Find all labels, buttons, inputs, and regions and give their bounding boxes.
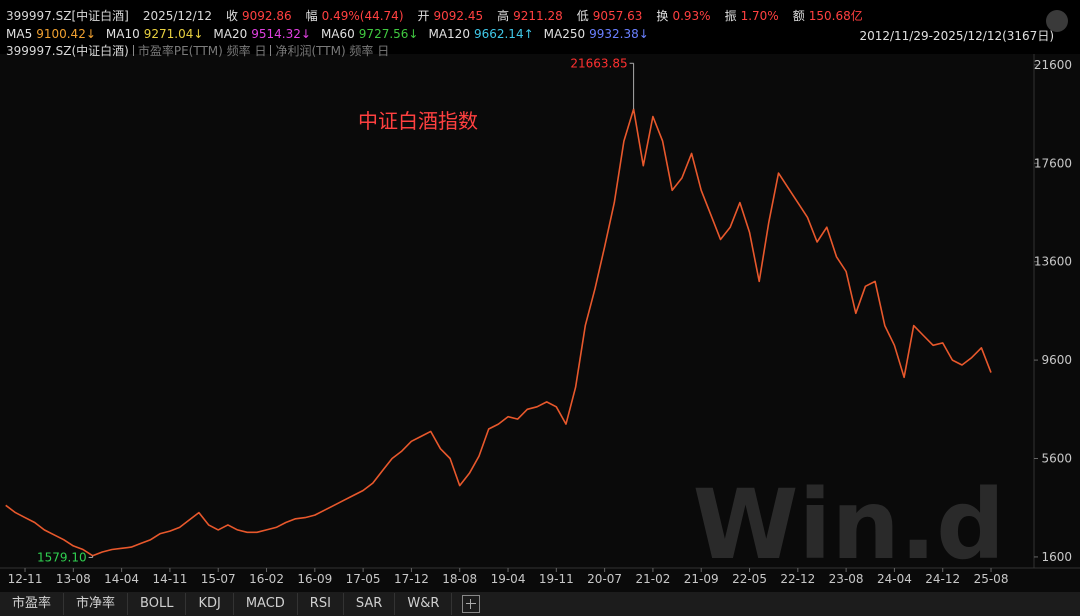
separator bbox=[270, 45, 272, 56]
legend-indicator: 市盈率PE(TTM) 频率 日 bbox=[137, 44, 267, 58]
x-tick-label: 24-04 bbox=[877, 572, 912, 586]
y-tick-label: 21600 bbox=[1034, 58, 1072, 72]
ma-value: 9662.14↑ bbox=[473, 27, 534, 41]
y-tick-label: 1600 bbox=[1041, 550, 1072, 564]
tab[interactable]: KDJ bbox=[186, 593, 234, 615]
date: 2025/12/12 bbox=[142, 8, 212, 23]
ma-label: MA250 bbox=[543, 27, 586, 41]
tab[interactable]: MACD bbox=[234, 593, 298, 615]
quote-item: 额 150.68亿 bbox=[793, 7, 863, 24]
quote-label: 额 bbox=[792, 9, 805, 23]
x-tick-label: 21-02 bbox=[635, 572, 670, 586]
quote-label: 收 bbox=[226, 9, 239, 23]
quote-label: 高 bbox=[497, 9, 510, 23]
ma-value: 9932.38↓ bbox=[589, 27, 649, 41]
y-tick-label: 9600 bbox=[1041, 353, 1072, 367]
quote-item: 换 0.93% bbox=[656, 7, 710, 24]
tab[interactable]: RSI bbox=[298, 593, 344, 615]
quote-item: 高 9211.28 bbox=[497, 7, 563, 24]
annotation-label: 21663.85 bbox=[570, 56, 627, 70]
x-tick-label: 21-09 bbox=[684, 572, 719, 586]
code: 399997.SZ[中证白酒] bbox=[6, 9, 129, 23]
x-tick-label: 23-08 bbox=[829, 572, 864, 586]
watermark: Win.d bbox=[693, 469, 1005, 581]
quote-value: 9057.63 bbox=[592, 9, 643, 23]
indicator-tabs: 市盈率 市净率 BOLL KDJ MACD RSI SAR W&R bbox=[0, 592, 1080, 616]
tab[interactable]: 市盈率 bbox=[0, 593, 65, 615]
ma-item: MA60 9727.56↓ bbox=[321, 27, 419, 41]
ma-label: MA60 bbox=[320, 27, 355, 41]
tab[interactable]: W&R bbox=[395, 593, 453, 615]
quote-value: 9092.45 bbox=[433, 9, 484, 23]
x-tick-label: 25-08 bbox=[974, 572, 1009, 586]
ma-item: MA120 9662.14↑ bbox=[428, 27, 533, 41]
x-tick-label: 13-08 bbox=[56, 572, 91, 586]
x-tick-label: 24-12 bbox=[925, 572, 960, 586]
y-tick-label: 13600 bbox=[1034, 255, 1072, 269]
x-tick-label: 19-04 bbox=[491, 572, 526, 586]
quote-value: 1.70% bbox=[740, 9, 779, 23]
x-tick-label: 19-11 bbox=[539, 572, 574, 586]
ma-label: MA20 bbox=[213, 27, 248, 41]
ma-label: MA10 bbox=[105, 27, 140, 41]
quote-label: 振 bbox=[724, 9, 737, 23]
quote-value: 9211.28 bbox=[513, 9, 563, 23]
quote-item: 幅 0.49%(44.74) bbox=[306, 7, 404, 24]
legend-indicator: 净利润(TTM) 频率 日 bbox=[275, 44, 390, 58]
x-tick-label: 17-12 bbox=[394, 572, 429, 586]
x-tick-label: 16-09 bbox=[297, 572, 332, 586]
quote-value: 150.68亿 bbox=[808, 9, 863, 23]
quote-item: 收 9092.86 bbox=[226, 7, 292, 24]
x-tick-label: 14-04 bbox=[104, 572, 139, 586]
x-tick-label: 17-05 bbox=[346, 572, 381, 586]
legend-series: 399997.SZ(中证白酒) bbox=[6, 44, 129, 58]
price-line bbox=[5, 108, 992, 557]
add-tab[interactable] bbox=[462, 595, 481, 613]
ma-item: MA5 9100.42↓ bbox=[6, 27, 96, 41]
tab[interactable]: SAR bbox=[344, 593, 396, 615]
quote-label: 开 bbox=[417, 9, 430, 23]
quote-item: 开 9092.45 bbox=[418, 7, 484, 24]
ma-item: MA10 9271.04↓ bbox=[106, 27, 204, 41]
x-tick-label: 15-07 bbox=[201, 572, 236, 586]
x-tick-label: 12-11 bbox=[8, 572, 43, 586]
quote-value: 0.49%(44.74) bbox=[321, 9, 404, 23]
ma-label: MA120 bbox=[428, 27, 470, 41]
plot-background bbox=[0, 54, 1080, 592]
close-button[interactable] bbox=[1046, 10, 1068, 32]
y-tick-label: 5600 bbox=[1041, 452, 1072, 466]
quote-header: 399997.SZ[中证白酒] 2025/12/12 收 9092.86 幅 0.49%(… bbox=[6, 7, 877, 24]
series-legend: 399997.SZ(中证白酒) 市盈率PE(TTM) 频率 日净利润(TTM) 频… bbox=[6, 42, 389, 59]
x-tick-label: 22-05 bbox=[732, 572, 767, 586]
quote-label: 幅 bbox=[305, 9, 318, 23]
x-tick-label: 22-12 bbox=[780, 572, 815, 586]
ma-item: MA20 9514.32↓ bbox=[213, 27, 311, 41]
date-range: 2012/11/29-2025/12/12(3167日) bbox=[859, 29, 1054, 43]
ma-value: 9271.04↓ bbox=[143, 27, 204, 41]
ma-legend: MA5 9100.42↓ MA10 9271.04↓ MA20 9514.32↓ MA60 9… bbox=[6, 27, 659, 41]
quote-value: 0.93% bbox=[672, 9, 711, 23]
chart-title: 中证白酒指数 bbox=[358, 109, 478, 133]
quote-label: 换 bbox=[656, 9, 669, 23]
quote-label: 低 bbox=[576, 9, 589, 23]
ma-label: MA5 bbox=[6, 27, 33, 41]
annotation-label: 1579.10 bbox=[37, 550, 87, 564]
separator bbox=[132, 45, 134, 56]
quote-item: 低 9057.63 bbox=[577, 7, 643, 24]
x-tick-label: 16-02 bbox=[249, 572, 284, 586]
y-tick-label: 17600 bbox=[1034, 156, 1072, 170]
quote-value: 9092.86 bbox=[242, 9, 292, 23]
ma-value: 9727.56↓ bbox=[358, 27, 419, 41]
ma-item: MA250 9932.38↓ bbox=[544, 27, 649, 41]
tab[interactable]: 市净率 bbox=[64, 593, 129, 615]
chart: Win.d 1600 5600 9600 13600 17600 21600 12-11 13-… bbox=[0, 54, 1080, 592]
ma-value: 9100.42↓ bbox=[36, 27, 96, 41]
quote-item: 振 1.70% bbox=[725, 7, 779, 24]
tab[interactable]: BOLL bbox=[128, 593, 187, 615]
ma-value: 9514.32↓ bbox=[251, 27, 311, 41]
x-tick-label: 18-08 bbox=[442, 572, 477, 586]
x-tick-label: 20-07 bbox=[587, 572, 622, 586]
x-tick-label: 14-11 bbox=[152, 572, 187, 586]
